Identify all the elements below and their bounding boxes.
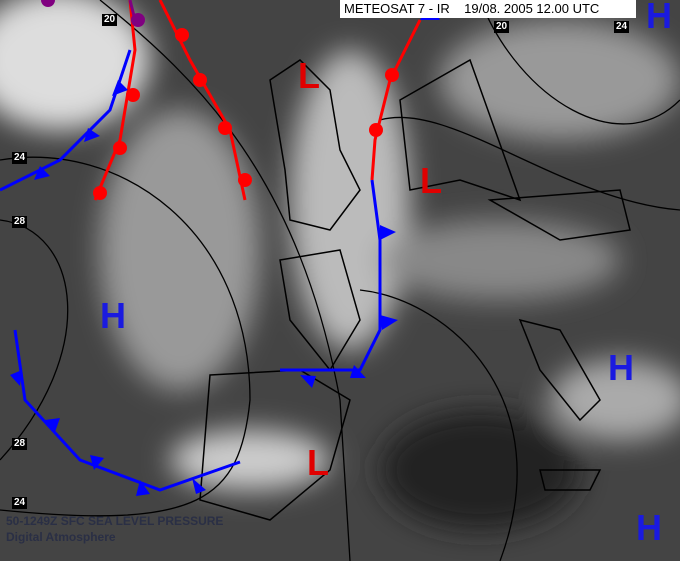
map-title: METEOSAT 7 - IR 19/08. 2005 12.00 UTC	[340, 0, 636, 18]
low-pressure-label: L	[420, 160, 442, 201]
front-symbols	[10, 0, 440, 496]
low-pressure-label: L	[307, 442, 329, 483]
isobar-label: 28	[12, 216, 28, 228]
high-pressure-label: H	[608, 347, 634, 388]
high-pressure-label: H	[646, 0, 672, 36]
low-pressure-label: L	[298, 55, 320, 96]
high-pressure-label: H	[100, 295, 126, 336]
isobar-label: 24	[12, 497, 28, 509]
credit-text: Digital Atmosphere	[6, 530, 116, 544]
isobar-label: 24	[12, 152, 28, 164]
isobar-label: 24	[614, 21, 630, 33]
fronts	[0, 0, 422, 492]
high-pressure-label: H	[636, 507, 662, 548]
chart-caption: 50-1249Z SFC SEA LEVEL PRESSURE	[6, 514, 224, 528]
coastlines	[199, 58, 631, 521]
isobar-label: 28	[12, 438, 28, 450]
isobar-label: 20	[102, 14, 118, 26]
isobar-label: 20	[494, 21, 510, 33]
